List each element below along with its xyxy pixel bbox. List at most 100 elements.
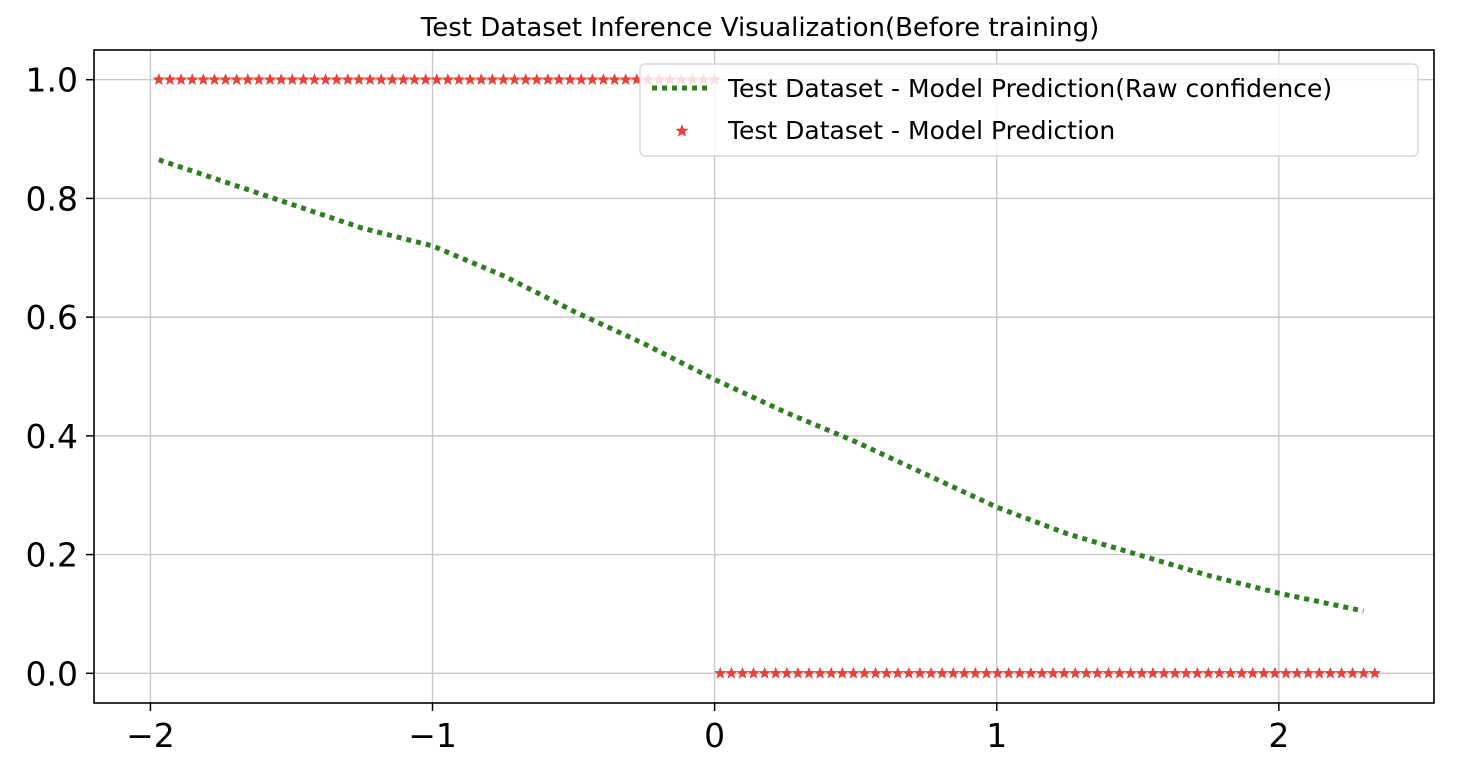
prediction-point: [1180, 666, 1193, 679]
prediction-point: [991, 666, 1004, 679]
prediction-point: [802, 666, 816, 679]
y-tick-label: 0.0: [26, 654, 78, 693]
prediction-point: [1102, 666, 1115, 679]
prediction-point: [1268, 666, 1282, 679]
x-tick-label: 2: [1268, 716, 1289, 755]
prediction-point: [847, 666, 860, 679]
prediction-point: [308, 73, 321, 85]
prediction-point: [630, 73, 644, 85]
prediction-point: [1335, 666, 1348, 679]
prediction-point: [1313, 666, 1326, 679]
prediction-point: [152, 73, 166, 85]
prediction-point: [947, 666, 960, 679]
prediction-point: [619, 73, 632, 85]
prediction-point: [274, 73, 288, 85]
prediction-point: [508, 73, 521, 85]
prediction-point: [1224, 666, 1237, 679]
prediction-point: [1168, 666, 1182, 679]
prediction-point: [386, 73, 399, 85]
series-line-raw-confidence: [158, 157, 1365, 614]
prediction-point: [563, 73, 577, 85]
y-tick-label: 0.2: [26, 536, 78, 575]
prediction-point: [163, 73, 177, 85]
prediction-point: [924, 666, 938, 679]
y-tick-label: 1.0: [26, 61, 78, 100]
prediction-point: [769, 666, 782, 679]
prediction-point: [286, 73, 299, 85]
prediction-point: [452, 73, 466, 85]
prediction-point: [397, 73, 410, 85]
y-tick-label: 0.6: [26, 298, 78, 337]
prediction-point: [363, 73, 377, 85]
prediction-point: [1135, 666, 1148, 679]
prediction-point: [891, 666, 904, 679]
prediction-point: [186, 73, 199, 85]
x-tick-label: 1: [986, 716, 1007, 755]
prediction-point: [463, 73, 477, 85]
x-tick-label: −2: [126, 716, 175, 755]
prediction-point: [219, 73, 232, 85]
prediction-point: [969, 666, 982, 679]
prediction-point: [836, 666, 849, 679]
prediction-point: [1113, 666, 1126, 679]
prediction-point: [408, 73, 421, 85]
y-tick-label: 0.4: [26, 417, 78, 456]
prediction-point: [1057, 666, 1071, 679]
prediction-point: [1046, 666, 1060, 679]
prediction-point: [575, 73, 588, 85]
prediction-point: [858, 666, 871, 679]
prediction-point: [1235, 666, 1248, 679]
legend-label-raw-confidence: Test Dataset - Model Prediction(Raw conf…: [727, 74, 1332, 103]
prediction-point: [780, 666, 794, 679]
prediction-point: [230, 73, 243, 85]
prediction-point: [1013, 666, 1026, 679]
prediction-point: [1302, 666, 1315, 679]
legend: Test Dataset - Model Prediction(Raw conf…: [639, 63, 1419, 157]
prediction-point: [441, 73, 455, 85]
prediction-point: [497, 73, 510, 85]
legend-box: [639, 63, 1419, 157]
x-tick-label: −1: [408, 716, 457, 755]
prediction-point: [319, 73, 332, 85]
prediction-point: [519, 73, 532, 85]
prediction-point: [1246, 666, 1259, 679]
prediction-point: [1069, 666, 1082, 679]
prediction-point: [1257, 666, 1271, 679]
prediction-point: [352, 73, 366, 85]
prediction-point: [1202, 666, 1215, 679]
prediction-point: [541, 73, 555, 85]
prediction-point: [1213, 666, 1226, 679]
prediction-point: [1091, 666, 1104, 679]
prediction-point: [758, 666, 771, 679]
prediction-point: [1357, 666, 1370, 679]
prediction-point: [813, 666, 827, 679]
prediction-point: [1002, 666, 1015, 679]
prediction-point: [208, 73, 221, 85]
prediction-point: [1368, 666, 1381, 679]
prediction-point: [747, 666, 760, 679]
prediction-point: [725, 666, 738, 679]
prediction-point: [736, 666, 749, 679]
x-axis-ticks: −2 −1 0 1 2: [126, 703, 1289, 755]
prediction-point: [1124, 666, 1137, 679]
prediction-point: [980, 666, 993, 679]
chart-title: Test Dataset Inference Visualization(Bef…: [420, 13, 1100, 43]
prediction-point: [174, 73, 188, 85]
prediction-point: [1346, 666, 1359, 679]
prediction-point: [475, 73, 488, 85]
prediction-point: [552, 73, 566, 85]
prediction-point: [1191, 666, 1204, 679]
prediction-point: [714, 666, 727, 679]
prediction-point: [902, 666, 916, 679]
prediction-point: [1324, 666, 1337, 679]
prediction-point: [430, 73, 443, 85]
prediction-point: [586, 73, 599, 85]
prediction-point: [486, 73, 499, 85]
prediction-point: [935, 666, 949, 679]
prediction-point: [419, 73, 432, 85]
prediction-point: [1146, 666, 1160, 679]
prediction-point: [341, 73, 355, 85]
series-layer: [152, 73, 1381, 679]
prediction-point: [880, 666, 893, 679]
prediction-point: [913, 666, 927, 679]
